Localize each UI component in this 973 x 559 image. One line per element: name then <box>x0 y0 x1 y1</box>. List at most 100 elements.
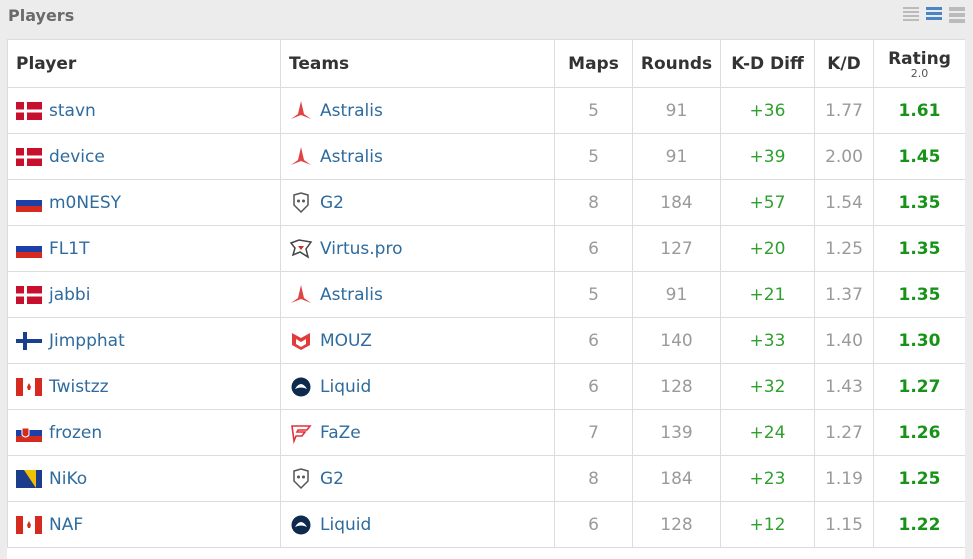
team-link[interactable]: MOUZ <box>320 330 372 351</box>
player-row: m0NESY G2 8 184 +57 1.54 1.35 <box>7 179 965 226</box>
player-link[interactable]: frozen <box>49 422 103 443</box>
player-link[interactable]: m0NESY <box>49 192 122 213</box>
team-logo <box>292 332 310 350</box>
table-wrap: Player Teams Maps Rounds K-D Diff K/D Rating 2.… <box>7 39 965 559</box>
column-label: Rounds <box>640 53 713 74</box>
view-list[interactable] <box>926 7 942 20</box>
column-label: Rating <box>888 49 951 69</box>
team-link[interactable]: Liquid <box>320 514 372 535</box>
table-body: stavn Astralis 5 91 +36 1.77 1.61 device Astrali… <box>7 87 965 548</box>
player-link[interactable]: NAF <box>49 514 84 535</box>
country-flag <box>16 423 42 442</box>
cell: Twistzz <box>7 363 281 410</box>
cell: 91 <box>632 87 721 134</box>
player-link[interactable]: Jimpphat <box>49 330 125 351</box>
column-header: K/D <box>814 39 874 88</box>
cell: MOUZ <box>280 317 555 364</box>
cell: 91 <box>632 133 721 180</box>
column-header: Maps <box>554 39 633 88</box>
cell: 91 <box>632 271 721 318</box>
team-link[interactable]: Astralis <box>320 100 383 121</box>
country-flag <box>16 515 42 534</box>
cell: 184 <box>632 455 721 502</box>
column-header: Rounds <box>632 39 721 88</box>
country-flag <box>16 469 42 488</box>
cell: Virtus.pro <box>280 225 555 272</box>
column-header: K-D Diff <box>720 39 815 88</box>
cell: 1.25 <box>873 455 965 502</box>
team-logo <box>291 100 311 119</box>
player-row: Jimpphat MOUZ 6 140 +33 1.40 1.30 <box>7 317 965 364</box>
cell: Liquid <box>280 363 555 410</box>
cell: frozen <box>7 409 281 456</box>
team-logo <box>289 238 313 259</box>
cell: +21 <box>720 271 815 318</box>
view-large[interactable] <box>949 7 965 23</box>
header-row: Player Teams Maps Rounds K-D Diff K/D Rating 2.… <box>7 39 965 88</box>
player-link[interactable]: device <box>49 146 105 167</box>
country-flag <box>16 285 42 304</box>
country-flag <box>16 331 42 350</box>
cell: +36 <box>720 87 815 134</box>
cell: FaZe <box>280 409 555 456</box>
team-link[interactable]: G2 <box>320 192 344 213</box>
player-link[interactable]: jabbi <box>49 284 91 305</box>
player-row: stavn Astralis 5 91 +36 1.77 1.61 <box>7 87 965 134</box>
player-row: NAF Liquid 6 128 +12 1.15 1.22 <box>7 501 965 548</box>
cell: 8 <box>554 455 633 502</box>
player-row: NiKo G2 8 184 +23 1.19 1.25 <box>7 455 965 502</box>
cell: NAF <box>7 501 281 548</box>
team-link[interactable]: Liquid <box>320 376 372 397</box>
column-label: K-D Diff <box>731 53 804 74</box>
team-link[interactable]: Virtus.pro <box>320 238 403 259</box>
team-logo <box>291 377 311 396</box>
cell: 1.35 <box>873 225 965 272</box>
cell: 128 <box>632 363 721 410</box>
view-compact[interactable] <box>903 7 919 21</box>
cell: Jimpphat <box>7 317 281 364</box>
player-link[interactable]: Twistzz <box>49 376 109 397</box>
cell: FL1T <box>7 225 281 272</box>
cell: 139 <box>632 409 721 456</box>
cell: 1.30 <box>873 317 965 364</box>
team-link[interactable]: Astralis <box>320 146 383 167</box>
country-flag <box>16 239 42 258</box>
cell: Astralis <box>280 133 555 180</box>
cell: 1.43 <box>814 363 874 410</box>
cell: device <box>7 133 281 180</box>
team-logo <box>291 515 311 534</box>
team-logo <box>291 146 311 165</box>
team-link[interactable]: FaZe <box>320 422 361 443</box>
cell: G2 <box>280 455 555 502</box>
cell: 2.00 <box>814 133 874 180</box>
cell: 128 <box>632 501 721 548</box>
cell: 6 <box>554 363 633 410</box>
cell: 1.25 <box>814 225 874 272</box>
cell: 140 <box>632 317 721 364</box>
cell: 1.37 <box>814 271 874 318</box>
cell: +32 <box>720 363 815 410</box>
country-flag <box>16 147 42 166</box>
country-flag <box>16 377 42 396</box>
player-link[interactable]: FL1T <box>49 238 90 259</box>
cell: +57 <box>720 179 815 226</box>
cell: 1.61 <box>873 87 965 134</box>
rating-version: 2.0 <box>910 67 929 80</box>
cell: 184 <box>632 179 721 226</box>
player-row: Twistzz Liquid 6 128 +32 1.43 1.27 <box>7 363 965 410</box>
country-flag <box>16 193 42 212</box>
player-row: FL1T Virtus.pro 6 127 +20 1.25 1.35 <box>7 225 965 272</box>
player-link[interactable]: stavn <box>49 100 96 121</box>
column-label: K/D <box>827 53 861 74</box>
column-header: Rating 2.0 <box>873 39 965 88</box>
column-label: Teams <box>289 53 350 74</box>
team-link[interactable]: G2 <box>320 468 344 489</box>
player-link[interactable]: NiKo <box>49 468 88 489</box>
team-link[interactable]: Astralis <box>320 284 383 305</box>
cell: +33 <box>720 317 815 364</box>
cell: Astralis <box>280 271 555 318</box>
cell: 6 <box>554 501 633 548</box>
player-row: jabbi Astralis 5 91 +21 1.37 1.35 <box>7 271 965 318</box>
cell: 1.27 <box>814 409 874 456</box>
